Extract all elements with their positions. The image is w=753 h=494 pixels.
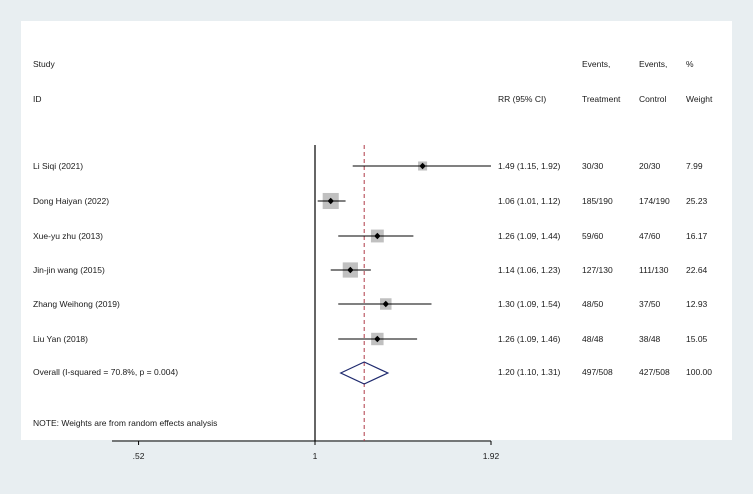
study-point-estimate	[374, 335, 381, 343]
study-treatment-events: 48/50	[582, 299, 604, 309]
study-control-events: 37/50	[639, 299, 661, 309]
header-percent: %	[686, 59, 694, 69]
header-events-control: Events,	[639, 59, 667, 69]
study-label: Jin-jin wang (2015)	[33, 265, 105, 275]
study-label: Liu Yan (2018)	[33, 334, 88, 344]
study-label: Xue-yu zhu (2013)	[33, 231, 103, 241]
header-rr: RR (95% CI)	[498, 94, 546, 104]
x-tick-label: .52	[133, 451, 145, 461]
study-treatment-events: 59/60	[582, 231, 604, 241]
x-tick-label: 1	[313, 451, 318, 461]
study-rr-text: 1.26 (1.09, 1.44)	[498, 231, 561, 241]
study-rr-text: 1.49 (1.15, 1.92)	[498, 161, 561, 171]
header-events-treatment: Events,	[582, 59, 610, 69]
study-control-events: 38/48	[639, 334, 661, 344]
overall-diamond	[339, 361, 390, 385]
header-control: Control	[639, 94, 667, 104]
study-control-events: 174/190	[639, 196, 670, 206]
overall-label: Overall (I-squared = 70.8%, p = 0.004)	[33, 367, 178, 377]
study-treatment-events: 48/48	[582, 334, 604, 344]
study-treatment-events: 30/30	[582, 161, 604, 171]
study-control-events: 20/30	[639, 161, 661, 171]
study-treatment-events: 185/190	[582, 196, 613, 206]
header-study: Study	[33, 59, 55, 69]
overall-rr-text: 1.20 (1.10, 1.31)	[498, 367, 561, 377]
overall-treatment: 497/508	[582, 367, 613, 377]
study-rr-text: 1.14 (1.06, 1.23)	[498, 265, 561, 275]
overall-control: 427/508	[639, 367, 670, 377]
header-weight: Weight	[686, 94, 713, 104]
study-point-estimate	[347, 266, 354, 274]
study-weight: 25.23	[686, 196, 708, 206]
header-treatment: Treatment	[582, 94, 621, 104]
study-weight: 15.05	[686, 334, 708, 344]
study-weight: 12.93	[686, 299, 708, 309]
study-point-estimate	[382, 300, 389, 308]
study-point-estimate	[419, 162, 426, 170]
study-point-estimate	[327, 197, 334, 205]
study-weight: 16.17	[686, 231, 708, 241]
x-tick-label: 1.92	[483, 451, 500, 461]
study-treatment-events: 127/130	[582, 265, 613, 275]
header-id: ID	[33, 94, 42, 104]
study-weight: 22.64	[686, 265, 708, 275]
study-rr-text: 1.06 (1.01, 1.12)	[498, 196, 561, 206]
study-rr-text: 1.30 (1.09, 1.54)	[498, 299, 561, 309]
study-control-events: 111/130	[639, 265, 669, 275]
overall-weight: 100.00	[686, 367, 712, 377]
study-point-estimate	[374, 232, 381, 240]
study-weight: 7.99	[686, 161, 703, 171]
footnote: NOTE: Weights are from random effects an…	[33, 418, 217, 428]
study-label: Zhang Weihong (2019)	[33, 299, 120, 309]
study-rr-text: 1.26 (1.09, 1.46)	[498, 334, 561, 344]
study-label: Dong Haiyan (2022)	[33, 196, 109, 206]
study-control-events: 47/60	[639, 231, 661, 241]
study-label: Li Siqi (2021)	[33, 161, 83, 171]
